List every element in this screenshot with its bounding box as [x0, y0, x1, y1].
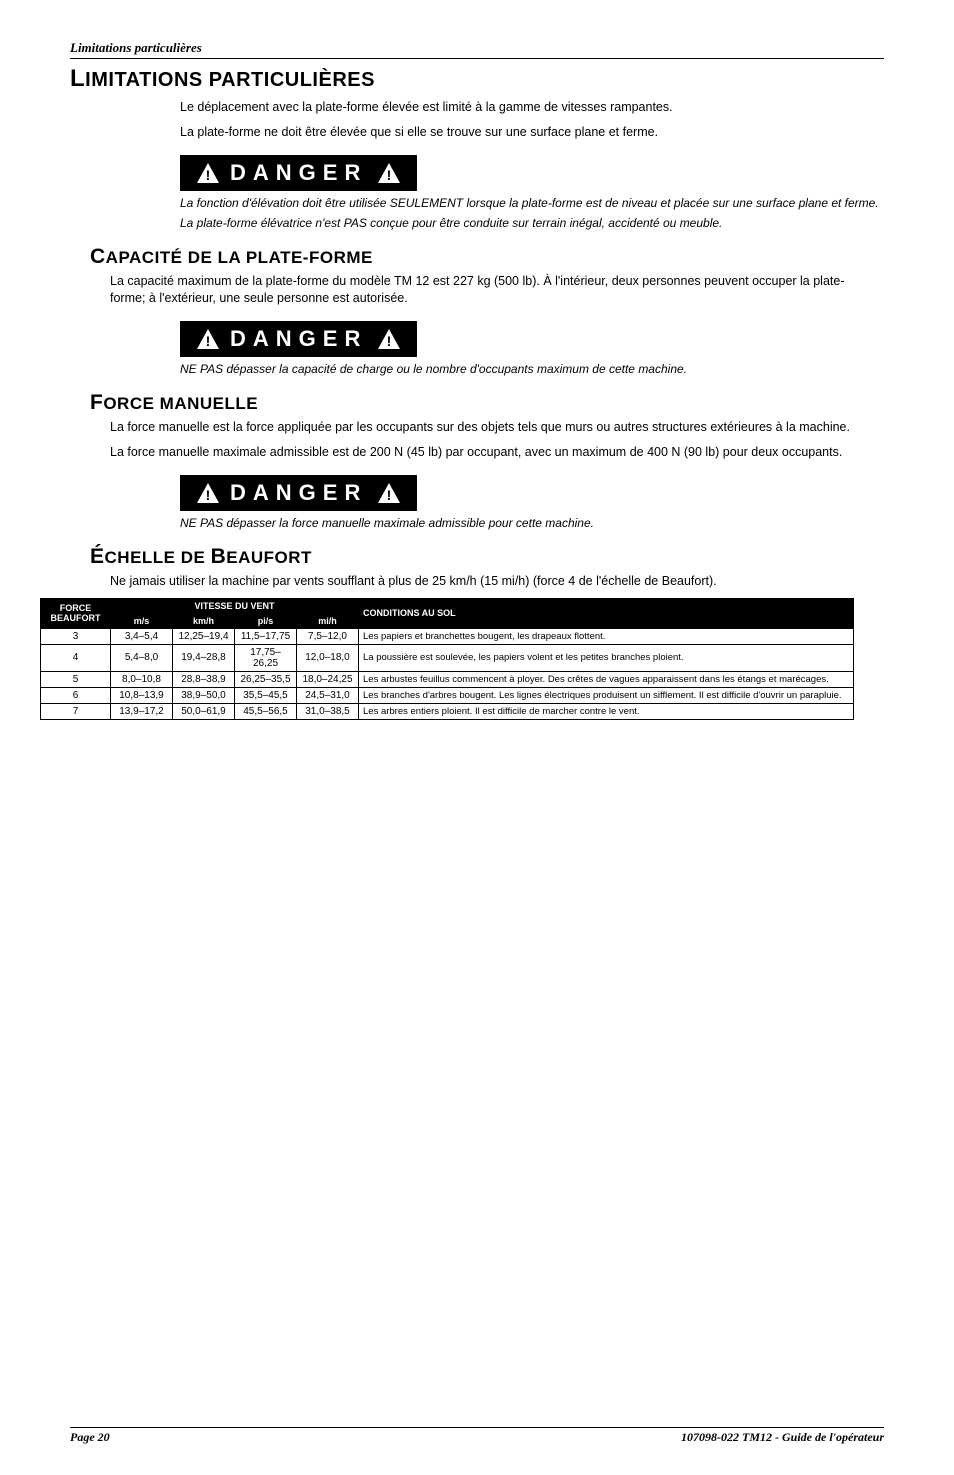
table-cell: 19,4–28,8 — [173, 644, 235, 671]
danger-label: DANGER — [226, 480, 371, 506]
footer-doc-title: 107098-022 TM12 - Guide de l'opérateur — [681, 1430, 884, 1445]
danger-3-caption: NE PAS dépasser la force manuelle maxima… — [180, 515, 884, 531]
danger-label: DANGER — [226, 160, 371, 186]
force-para-2: La force manuelle maximale admissible es… — [110, 444, 864, 461]
svg-text:!: ! — [206, 487, 211, 503]
table-cell: 5 — [41, 671, 111, 687]
force-para-1: La force manuelle est la force appliquée… — [110, 419, 864, 436]
running-header: Limitations particulières — [70, 40, 884, 59]
page-footer: Page 20 107098-022 TM12 - Guide de l'opé… — [70, 1427, 884, 1445]
warning-triangle-icon: ! — [377, 481, 401, 505]
svg-text:!: ! — [387, 333, 392, 349]
table-cell: 8,0–10,8 — [111, 671, 173, 687]
table-cell-condition: Les arbustes feuillus commencent à ploye… — [359, 671, 854, 687]
svg-text:!: ! — [206, 167, 211, 183]
beaufort-table: FORCE BEAUFORT VITESSE DU VENT CONDITION… — [40, 598, 854, 720]
limitations-para-1: Le déplacement avec la plate-forme élevé… — [180, 99, 864, 116]
capacite-para: La capacité maximum de la plate-forme du… — [110, 273, 864, 307]
danger-box-3: ! DANGER ! — [180, 475, 884, 511]
section-title-limitations: LIMITATIONS PARTICULIÈRES — [70, 65, 884, 93]
table-cell-condition: Les papiers et branchettes bougent, les … — [359, 628, 854, 644]
warning-triangle-icon: ! — [196, 327, 220, 351]
table-cell: 3,4–5,4 — [111, 628, 173, 644]
section-title-capacite: CAPACITÉ DE LA PLATE-FORME — [90, 245, 884, 269]
beaufort-para: Ne jamais utiliser la machine par vents … — [110, 573, 864, 590]
col-header-ms: m/s — [111, 613, 173, 628]
table-cell: 28,8–38,9 — [173, 671, 235, 687]
table-cell: 3 — [41, 628, 111, 644]
table-cell: 12,25–19,4 — [173, 628, 235, 644]
warning-triangle-icon: ! — [377, 327, 401, 351]
svg-text:!: ! — [387, 167, 392, 183]
table-cell: 7 — [41, 703, 111, 719]
table-cell: 26,25–35,5 — [235, 671, 297, 687]
table-row: 33,4–5,412,25–19,411,5–17,757,5–12,0Les … — [41, 628, 854, 644]
warning-triangle-icon: ! — [196, 161, 220, 185]
col-header-pis: pi/s — [235, 613, 297, 628]
col-header-mih: mi/h — [297, 613, 359, 628]
table-row: 610,8–13,938,9–50,035,5–45,524,5–31,0Les… — [41, 687, 854, 703]
footer-page-number: Page 20 — [70, 1430, 110, 1445]
table-cell: 13,9–17,2 — [111, 703, 173, 719]
table-cell-condition: La poussière est soulevée, les papiers v… — [359, 644, 854, 671]
table-cell: 4 — [41, 644, 111, 671]
table-cell: 38,9–50,0 — [173, 687, 235, 703]
danger-label: DANGER — [226, 326, 371, 352]
table-cell: 31,0–38,5 — [297, 703, 359, 719]
svg-text:!: ! — [206, 333, 211, 349]
table-cell: 35,5–45,5 — [235, 687, 297, 703]
table-cell: 50,0–61,9 — [173, 703, 235, 719]
table-cell: 6 — [41, 687, 111, 703]
danger-box-2: ! DANGER ! — [180, 321, 884, 357]
table-cell: 5,4–8,0 — [111, 644, 173, 671]
table-cell: 12,0–18,0 — [297, 644, 359, 671]
section-title-force: FORCE MANUELLE — [90, 391, 884, 415]
table-cell: 17,75–26,25 — [235, 644, 297, 671]
table-cell: 10,8–13,9 — [111, 687, 173, 703]
limitations-para-2: La plate-forme ne doit être élevée que s… — [180, 124, 864, 141]
section-title-beaufort: ÉCHELLE DE BEAUFORT — [90, 545, 884, 569]
table-row: 58,0–10,828,8–38,926,25–35,518,0–24,25Le… — [41, 671, 854, 687]
table-cell: 18,0–24,25 — [297, 671, 359, 687]
danger-1-caption-1: La fonction d'élévation doit être utilis… — [180, 195, 884, 211]
table-cell: 7,5–12,0 — [297, 628, 359, 644]
svg-text:!: ! — [387, 487, 392, 503]
table-row: 713,9–17,250,0–61,945,5–56,531,0–38,5Les… — [41, 703, 854, 719]
table-cell-condition: Les branches d'arbres bougent. Les ligne… — [359, 687, 854, 703]
col-header-kmh: km/h — [173, 613, 235, 628]
table-cell-condition: Les arbres entiers ploient. Il est diffi… — [359, 703, 854, 719]
table-row: 45,4–8,019,4–28,817,75–26,2512,0–18,0La … — [41, 644, 854, 671]
col-header-conditions: CONDITIONS AU SOL — [359, 598, 854, 628]
table-cell: 24,5–31,0 — [297, 687, 359, 703]
warning-triangle-icon: ! — [377, 161, 401, 185]
col-header-vitesse: VITESSE DU VENT — [111, 598, 359, 613]
table-cell: 45,5–56,5 — [235, 703, 297, 719]
danger-2-caption: NE PAS dépasser la capacité de charge ou… — [180, 361, 884, 377]
table-cell: 11,5–17,75 — [235, 628, 297, 644]
danger-box-1: ! DANGER ! — [180, 155, 884, 191]
col-header-force: FORCE BEAUFORT — [41, 598, 111, 628]
danger-1-caption-2: La plate-forme élévatrice n'est PAS conç… — [180, 215, 884, 231]
warning-triangle-icon: ! — [196, 481, 220, 505]
